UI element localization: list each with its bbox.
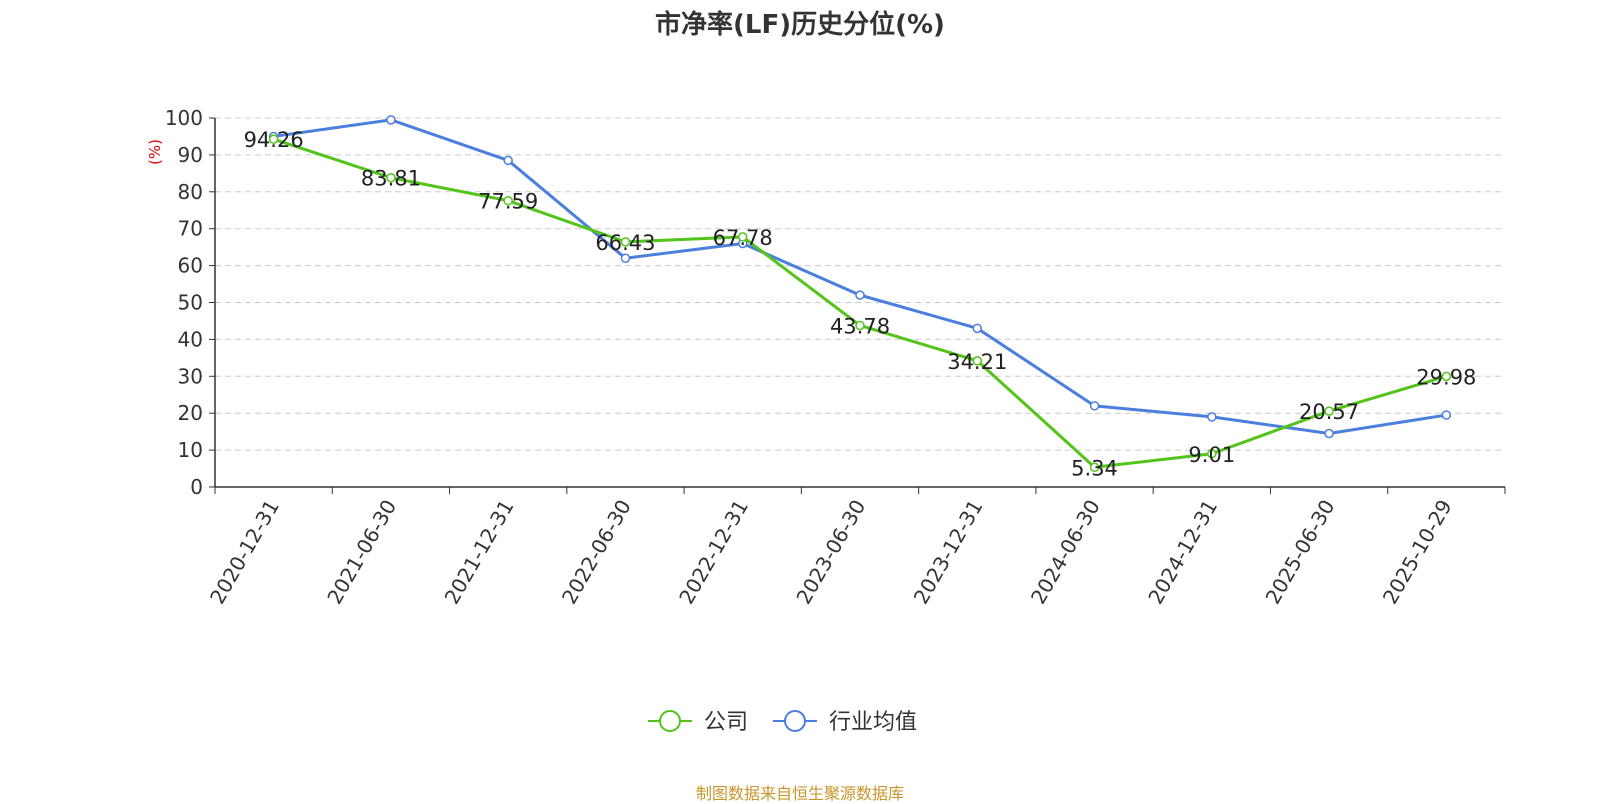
y-axis-label: (%): [146, 139, 164, 165]
data-label: 83.81: [361, 167, 421, 191]
series-line: [273, 118, 1447, 435]
series-line: [273, 137, 1447, 469]
data-label: 67.78: [713, 226, 773, 250]
data-point: [386, 115, 396, 125]
legend-label: 行业均值: [829, 710, 917, 735]
x-tick-label: 2022-12-31: [674, 496, 753, 609]
x-tick-label: 2020-12-31: [205, 496, 284, 609]
data-point: [737, 232, 748, 242]
data-label: 34.21: [947, 350, 1007, 374]
data-point: [620, 237, 631, 247]
grid-lines: [215, 117, 1505, 451]
data-label: 66.43: [595, 231, 655, 255]
legend-marker-icon: [659, 710, 681, 732]
x-tick-label: 2023-06-30: [791, 496, 870, 609]
y-tick-label: 30: [178, 364, 203, 388]
data-point: [386, 172, 396, 183]
data-point: [855, 290, 865, 300]
data-point: [1089, 401, 1100, 411]
axes: 0 10 20 30 40 50 60 70 80 90 100(%) 2020-12-31 2021-…: [146, 106, 1506, 609]
data-point: [1441, 410, 1452, 420]
data-point: [1441, 371, 1452, 382]
data-point: [503, 155, 513, 166]
x-tick-label: 2021-12-31: [440, 496, 519, 609]
x-tick-label: 2024-12-31: [1143, 496, 1222, 609]
data-label: 9.01: [1188, 443, 1235, 467]
legend-item[interactable]: 行业均值: [773, 710, 917, 735]
data-point: [1324, 428, 1334, 439]
data-point: [1324, 406, 1334, 416]
legend[interactable]: 公司 行业均值: [648, 710, 917, 735]
data-point: [1207, 412, 1217, 422]
y-tick-label: 50: [178, 291, 203, 315]
series: [268, 115, 1452, 473]
data-label: 77.59: [478, 190, 538, 214]
data-label: 94.26: [244, 128, 304, 152]
y-tick-label: 80: [178, 180, 203, 204]
x-tick-label: 2021-06-30: [322, 495, 401, 608]
data-point: [1207, 449, 1217, 459]
data-point: [503, 195, 513, 206]
data-point: [620, 253, 631, 263]
data-label: 20.57: [1299, 400, 1359, 424]
x-tick-label: 2025-10-29: [1378, 496, 1457, 609]
chart-title: 市净率(LF)历史分位(%): [655, 10, 945, 40]
y-tick-label: 100: [165, 106, 203, 130]
data-label: 29.98: [1416, 365, 1476, 389]
data-label: 43.78: [830, 314, 890, 338]
legend-label: 公司: [704, 710, 748, 735]
x-tick-label: 2025-06-30: [1261, 496, 1340, 609]
data-point: [972, 323, 983, 334]
y-tick-label: 20: [178, 401, 203, 425]
x-tick-label: 2024-06-30: [1026, 496, 1105, 609]
legend-item[interactable]: 公司: [648, 710, 748, 735]
data-point: [972, 356, 983, 366]
source-footer: 制图数据来自恒生聚源数据库: [695, 784, 904, 803]
y-tick-label: 40: [178, 327, 203, 351]
data-point: [855, 320, 865, 331]
y-tick-label: 60: [178, 254, 203, 278]
legend-marker-icon: [784, 710, 806, 732]
data-labels: 94.26 83.81 77.59 66.43 67.78 43.78 34.21 5.34 9…: [244, 128, 1477, 480]
y-tick-label: 90: [178, 143, 203, 167]
x-tick-label: 2023-12-31: [909, 496, 988, 609]
data-point: [1089, 462, 1100, 473]
x-tick-label: 2022-06-30: [557, 496, 636, 609]
y-tick-label: 10: [178, 438, 203, 462]
data-point: [268, 134, 279, 144]
y-tick-label: 0: [190, 475, 203, 499]
data-label: 5.34: [1071, 456, 1118, 480]
y-tick-label: 70: [178, 217, 203, 241]
